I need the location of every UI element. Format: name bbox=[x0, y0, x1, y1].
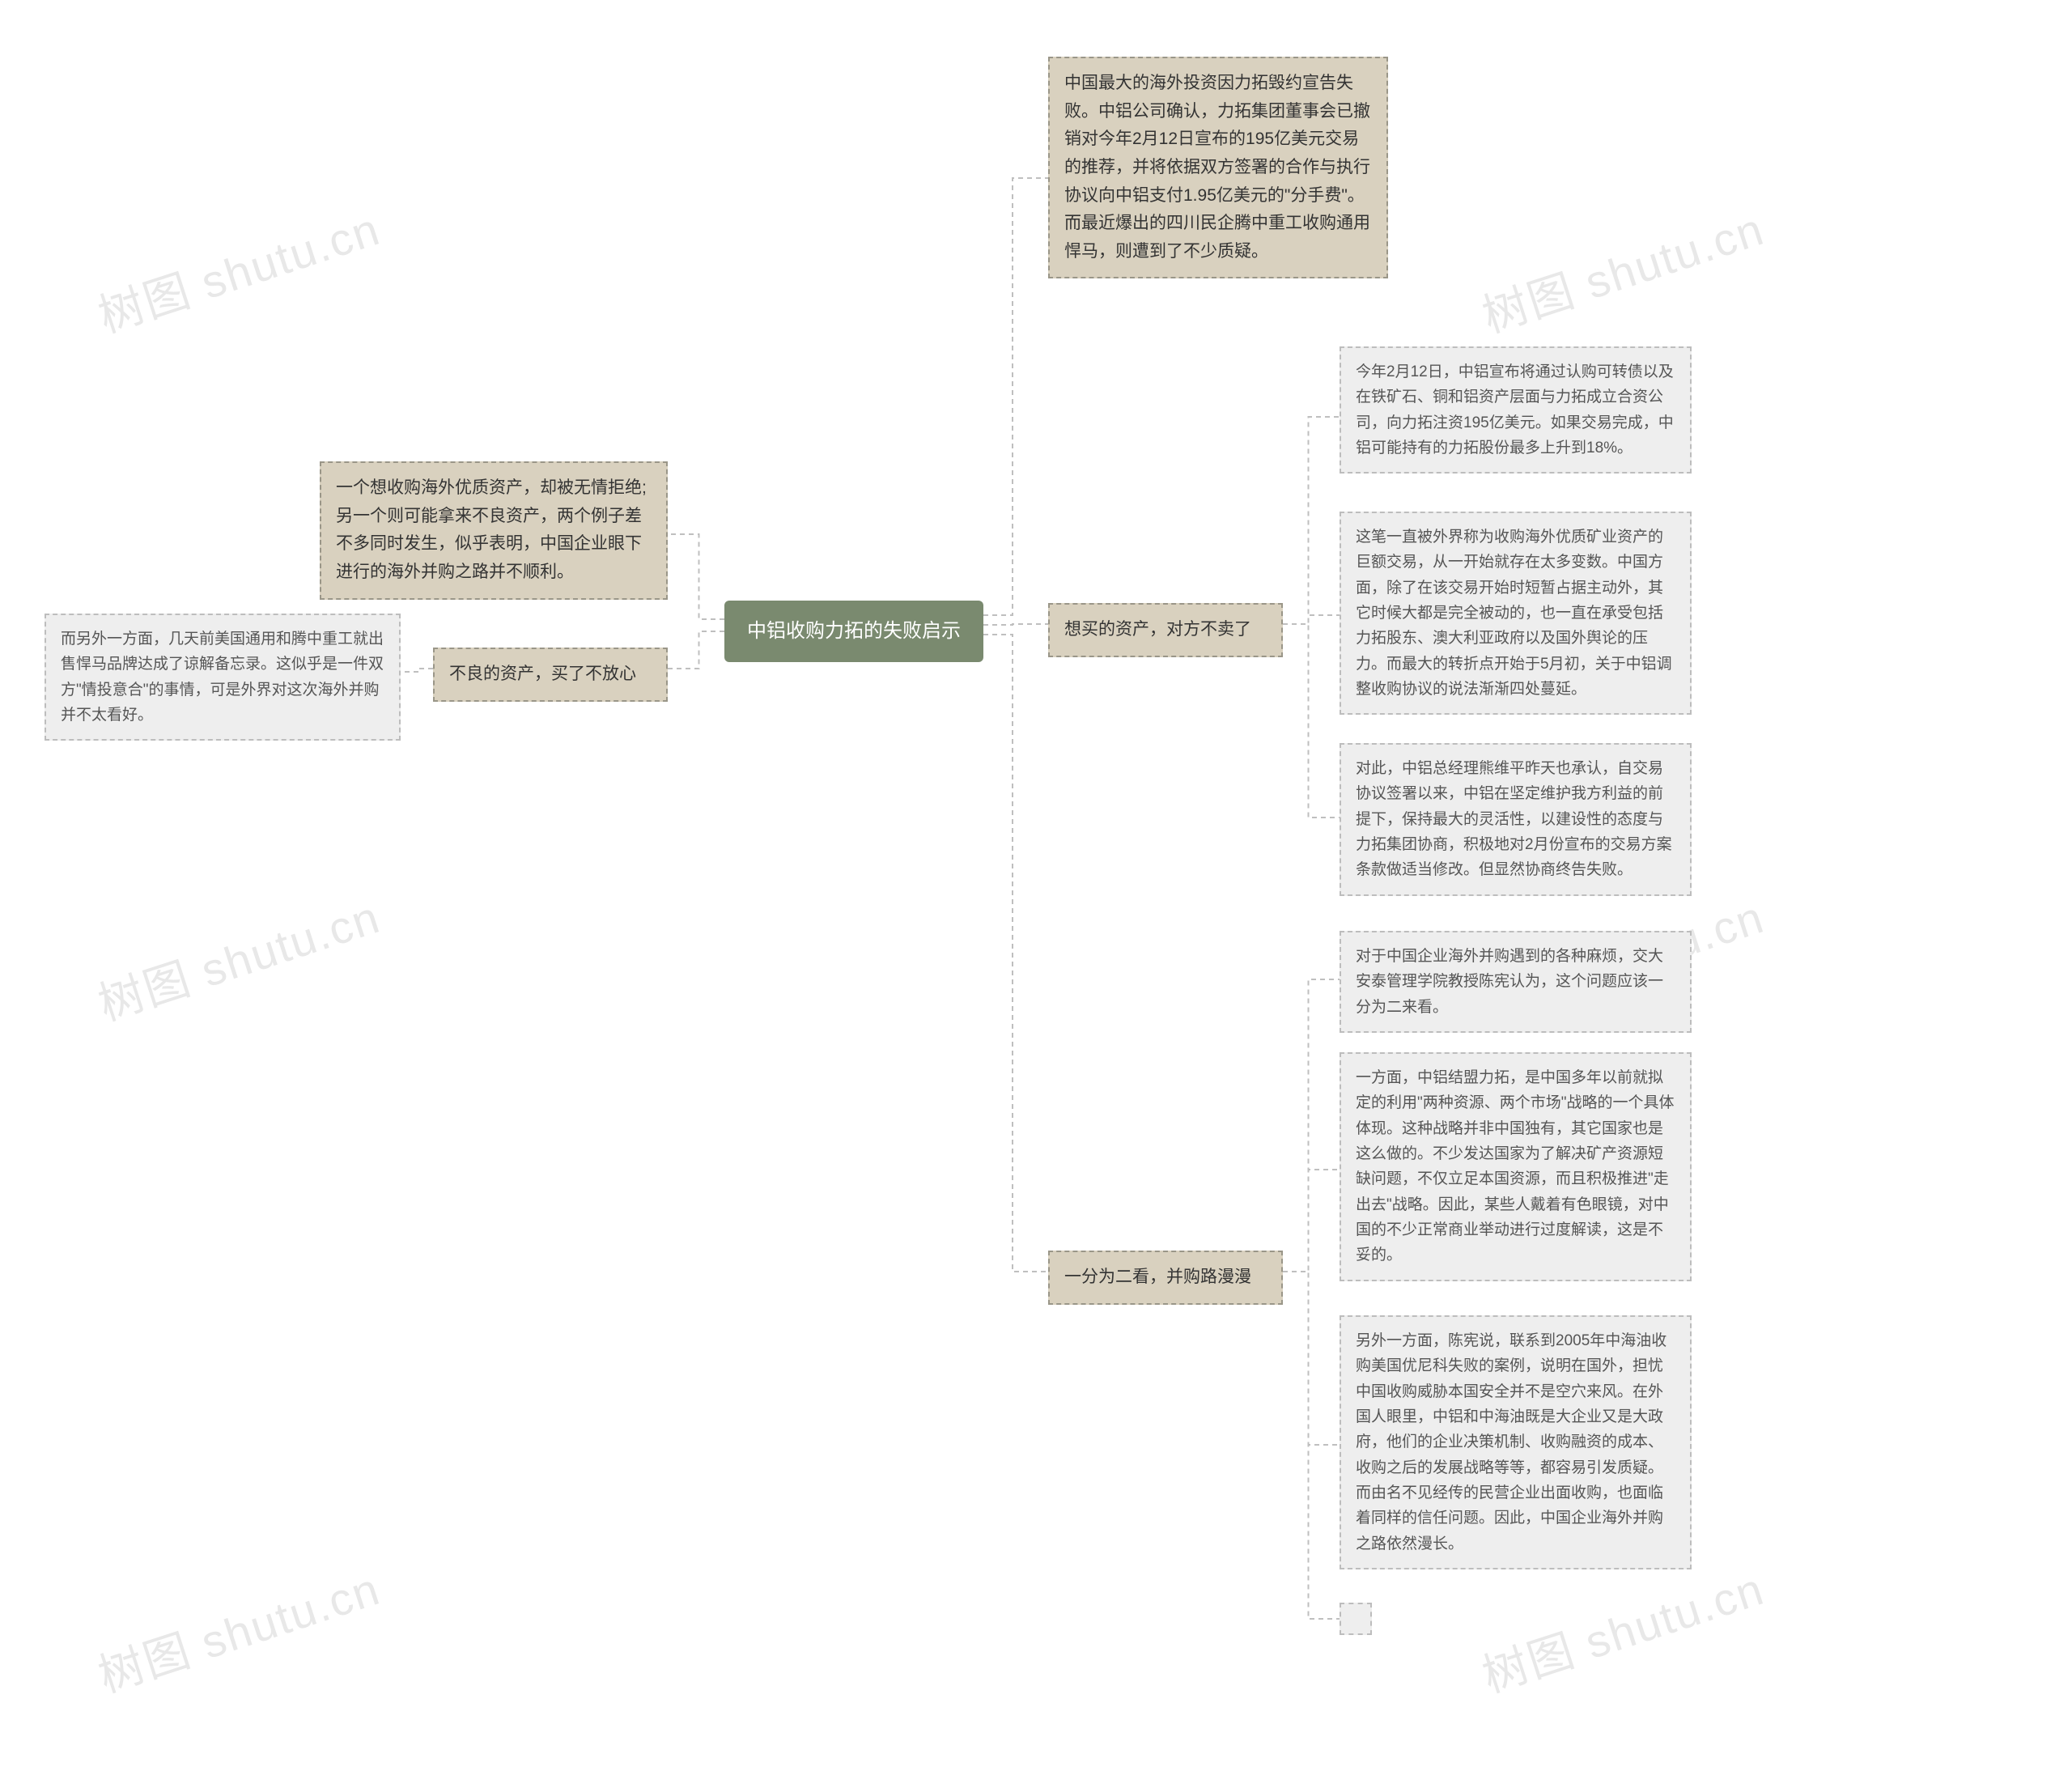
branch-label: 不良的资产，买了不放心 bbox=[449, 665, 636, 683]
watermark: 树图 shutu.cn bbox=[89, 881, 388, 1034]
root-node[interactable]: 中铝收购力拓的失败启示 bbox=[724, 601, 983, 662]
branch-want-buy[interactable]: 想买的资产，对方不卖了 bbox=[1048, 603, 1283, 657]
leaf-want-buy-2[interactable]: 对此，中铝总经理熊维平昨天也承认，自交易协议签署以来，中铝在坚定维护我方利益的前… bbox=[1340, 743, 1692, 896]
leaf-two-views-2[interactable]: 另外一方面，陈宪说，联系到2005年中海油收购美国优尼科失败的案例，说明在国外，… bbox=[1340, 1315, 1692, 1569]
leaf-text: 一方面，中铝结盟力拓，是中国多年以前就拟定的利用"两种资源、两个市场"战略的一个… bbox=[1356, 1069, 1675, 1263]
branch-context[interactable]: 中国最大的海外投资因力拓毁约宣告失败。中铝公司确认，力拓集团董事会已撤销对今年2… bbox=[1048, 57, 1388, 278]
watermark: 树图 shutu.cn bbox=[1473, 1552, 1772, 1705]
leaf-want-buy-1[interactable]: 这笔一直被外界称为收购海外优质矿业资产的巨额交易，从一开始就存在太多变数。中国方… bbox=[1340, 512, 1692, 715]
leaf-text: 对于中国企业海外并购遇到的各种麻烦，交大安泰管理学院教授陈宪认为，这个问题应该一… bbox=[1356, 948, 1663, 1016]
branch-bad-asset[interactable]: 不良的资产，买了不放心 bbox=[433, 648, 668, 702]
leaf-want-buy-0[interactable]: 今年2月12日，中铝宣布将通过认购可转债以及在铁矿石、铜和铝资产层面与力拓成立合… bbox=[1340, 346, 1692, 474]
branch-label: 一分为二看，并购路漫漫 bbox=[1064, 1268, 1251, 1286]
branch-intro[interactable]: 一个想收购海外优质资产，却被无情拒绝;另一个则可能拿来不良资产，两个例子差不多同… bbox=[320, 461, 668, 600]
branch-two-views[interactable]: 一分为二看，并购路漫漫 bbox=[1048, 1251, 1283, 1305]
leaf-text: 这笔一直被外界称为收购海外优质矿业资产的巨额交易，从一开始就存在太多变数。中国方… bbox=[1356, 529, 1672, 698]
branch-label: 想买的资产，对方不卖了 bbox=[1064, 620, 1251, 639]
leaf-text: 对此，中铝总经理熊维平昨天也承认，自交易协议签署以来，中铝在坚定维护我方利益的前… bbox=[1356, 760, 1672, 878]
connector-layer bbox=[0, 0, 2072, 1788]
leaf-text: 另外一方面，陈宪说，联系到2005年中海油收购美国优尼科失败的案例，说明在国外，… bbox=[1356, 1332, 1667, 1552]
watermark: 树图 shutu.cn bbox=[89, 1552, 388, 1705]
leaf-two-views-0[interactable]: 对于中国企业海外并购遇到的各种麻烦，交大安泰管理学院教授陈宪认为，这个问题应该一… bbox=[1340, 931, 1692, 1033]
leaf-bad-asset-0[interactable]: 而另外一方面，几天前美国通用和腾中重工就出售悍马品牌达成了谅解备忘录。这似乎是一… bbox=[45, 614, 401, 741]
leaf-text: 而另外一方面，几天前美国通用和腾中重工就出售悍马品牌达成了谅解备忘录。这似乎是一… bbox=[61, 631, 384, 724]
branch-label: 一个想收购海外优质资产，却被无情拒绝;另一个则可能拿来不良资产，两个例子差不多同… bbox=[336, 478, 647, 581]
leaf-two-views-empty[interactable] bbox=[1340, 1603, 1372, 1635]
watermark: 树图 shutu.cn bbox=[89, 193, 388, 346]
leaf-two-views-1[interactable]: 一方面，中铝结盟力拓，是中国多年以前就拟定的利用"两种资源、两个市场"战略的一个… bbox=[1340, 1052, 1692, 1281]
watermark: 树图 shutu.cn bbox=[1473, 193, 1772, 346]
leaf-text: 今年2月12日，中铝宣布将通过认购可转债以及在铁矿石、铜和铝资产层面与力拓成立合… bbox=[1356, 363, 1674, 457]
root-label: 中铝收购力拓的失败启示 bbox=[747, 620, 961, 642]
branch-label: 中国最大的海外投资因力拓毁约宣告失败。中铝公司确认，力拓集团董事会已撤销对今年2… bbox=[1064, 74, 1370, 261]
